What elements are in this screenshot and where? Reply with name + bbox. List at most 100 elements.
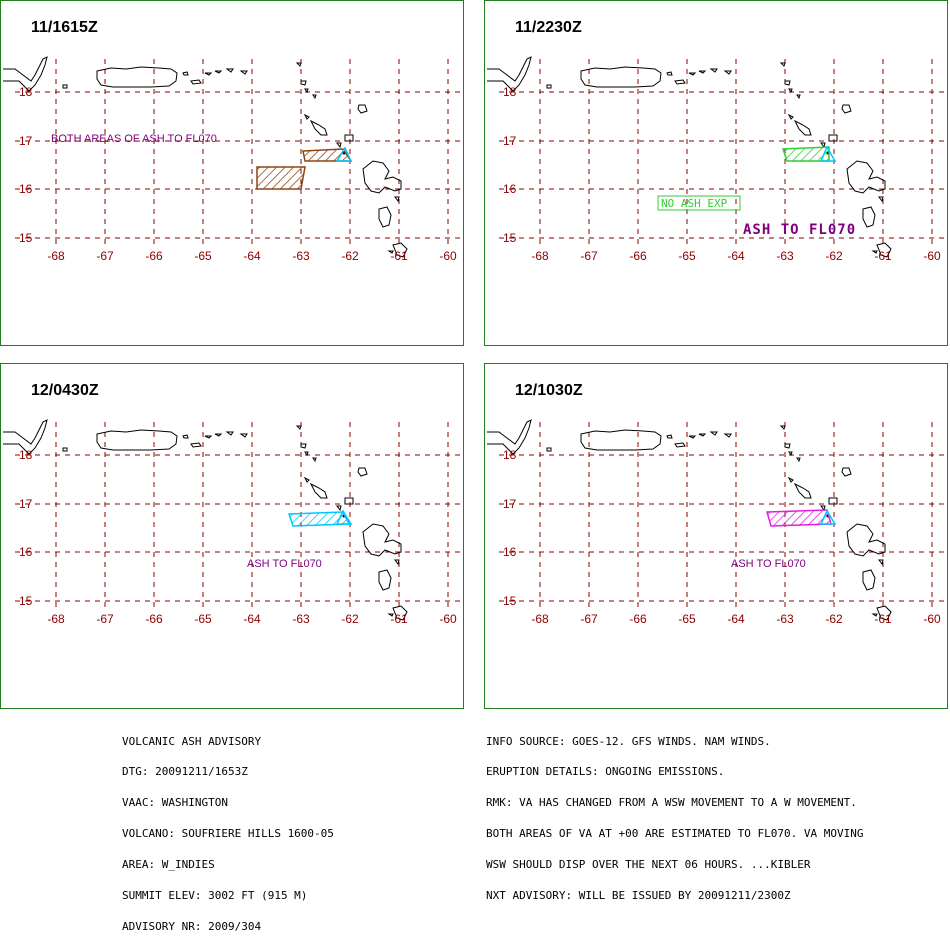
coastline	[788, 451, 793, 457]
coastline	[190, 79, 202, 85]
coastline	[788, 88, 793, 94]
longitude-tick-label: -65	[678, 249, 696, 263]
map-canvas: -68 -67 -66 -65 -64 -63 -62 -61 -60 18 17 16 15 ASH T…	[3, 419, 463, 626]
coastline	[394, 559, 400, 566]
coastline	[312, 94, 317, 100]
coastline	[666, 434, 673, 439]
latitude-tick-label: 15	[503, 231, 517, 245]
coastline	[309, 482, 328, 499]
coastline	[3, 56, 48, 92]
coastline	[357, 104, 368, 114]
coastlines	[487, 419, 892, 621]
latitude-tick-label: 17	[19, 497, 33, 511]
source-triangle	[335, 509, 353, 525]
coastline	[723, 70, 732, 75]
coastline	[871, 613, 878, 617]
source-triangle	[819, 145, 837, 162]
footer-line: RMK: VA HAS CHANGED FROM A WSW MOVEMENT …	[486, 796, 857, 810]
latitude-tick-label: 18	[19, 85, 33, 99]
graticule	[499, 59, 947, 249]
footer-line: INFO SOURCE: GOES-12. GFS WINDS. NAM WIN…	[486, 734, 771, 748]
ash-annotation: ASH TO FL070	[743, 222, 856, 238]
coastline	[674, 442, 686, 448]
source-triangle	[335, 146, 353, 162]
coastline	[709, 431, 718, 436]
latitude-tick-label: 17	[19, 134, 33, 148]
longitude-tick-label: -61	[390, 612, 408, 626]
coastline	[698, 70, 707, 74]
advisory-remarks-block: INFO SOURCE: GOES-12. GFS WINDS. NAM WIN…	[486, 716, 864, 912]
longitude-tick-label: -62	[825, 612, 843, 626]
latitude-tick-label: 15	[503, 594, 517, 608]
footer-line: SUMMIT ELEV: 3002 FT (915 M)	[122, 889, 308, 903]
longitude-tick-label: -68	[47, 249, 65, 263]
coastline	[674, 79, 686, 85]
map-panel-4: -68 -67 -66 -65 -64 -63 -62 -61 -60 18 17 16 15 ASH T…	[484, 363, 948, 709]
footer-line: VOLCANO: SOUFRIERE HILLS 1600-05	[122, 827, 334, 841]
coastline	[709, 68, 718, 73]
latitude-tick-label: 16	[503, 182, 517, 196]
graticule	[499, 422, 947, 612]
latitude-tick-label: 15	[19, 594, 33, 608]
coastline	[876, 605, 892, 621]
longitude-tick-label: -65	[194, 612, 212, 626]
latitude-tick-label: 16	[19, 545, 33, 559]
longitude-tick-label: -64	[727, 249, 745, 263]
advisory-header-block: VOLCANIC ASH ADVISORY DTG: 20091211/1653…	[122, 716, 334, 943]
coastline	[487, 419, 532, 455]
coastline	[688, 72, 697, 76]
latitude-tick-label: 17	[503, 134, 517, 148]
longitude-tick-label: -60	[439, 612, 457, 626]
coastline	[387, 613, 394, 617]
ash-cloud-area	[256, 166, 306, 190]
longitude-tick-label: -61	[390, 249, 408, 263]
longitude-tick-label: -60	[923, 249, 941, 263]
coastlines	[3, 419, 408, 621]
footer-line: BOTH AREAS OF VA AT +00 ARE ESTIMATED TO…	[486, 827, 864, 841]
graticule	[15, 59, 463, 249]
coastline	[787, 113, 794, 120]
latitude-tick-label: 17	[503, 497, 517, 511]
coastline	[878, 559, 884, 566]
coastline	[871, 250, 878, 254]
coastline	[546, 84, 552, 89]
coastline	[779, 62, 786, 67]
coastline	[239, 70, 248, 75]
longitude-tick-label: -63	[292, 249, 310, 263]
coastline	[487, 56, 532, 92]
longitude-tick-label: -61	[874, 612, 892, 626]
coastline	[862, 569, 876, 591]
coastline	[580, 429, 662, 451]
coastline	[204, 435, 213, 439]
coastline	[336, 505, 342, 512]
coastline	[357, 467, 368, 477]
longitude-tick-label: -68	[531, 249, 549, 263]
coastline	[828, 134, 838, 142]
longitude-tick-label: -67	[580, 249, 598, 263]
longitude-tick-label: -62	[341, 612, 359, 626]
coastline	[846, 523, 886, 557]
coastline	[378, 569, 392, 591]
coastline	[362, 523, 402, 557]
longitude-tick-label: -65	[678, 612, 696, 626]
longitude-tick-label: -67	[96, 612, 114, 626]
coastline	[344, 497, 354, 505]
coastline	[878, 196, 884, 203]
longitude-tick-label: -67	[96, 249, 114, 263]
coastline	[784, 80, 791, 86]
coastline	[820, 505, 826, 512]
ash-annotation: ASH TO FL070	[731, 558, 806, 570]
coastline	[225, 431, 234, 436]
coastline	[225, 68, 234, 73]
longitude-tick-label: -63	[776, 249, 794, 263]
coastline	[182, 71, 189, 76]
longitude-tick-label: -66	[629, 612, 647, 626]
coastline	[96, 429, 178, 451]
footer-line: ERUPTION DETAILS: ONGOING EMISSIONS.	[486, 765, 725, 779]
longitude-tick-label: -63	[292, 612, 310, 626]
longitude-tick-label: -64	[243, 249, 261, 263]
coastline	[688, 435, 697, 439]
graticule	[15, 422, 463, 612]
coastline	[3, 419, 48, 455]
longitude-tick-label: -61	[874, 249, 892, 263]
